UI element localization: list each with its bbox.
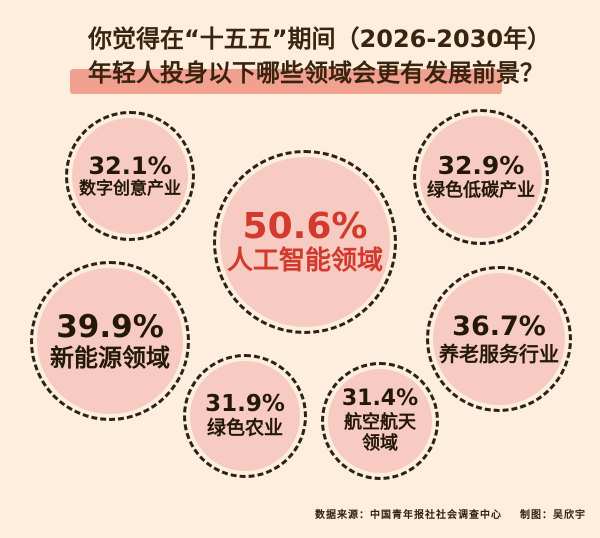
bubble-new-energy-percent: 39.9% <box>56 308 164 345</box>
bubble-ai-field: 50.6% 人工智能领域 <box>213 150 397 334</box>
credit-label: 制图：吴欣宇 <box>520 510 586 521</box>
bubble-ai-label: 人工智能领域 <box>226 246 383 277</box>
bubble-aerospace-field: 31.4% 航空航天 领域 <box>321 362 439 480</box>
bubble-new-energy-label: 新能源领域 <box>50 343 170 372</box>
bubble-green-low-carbon-industry: 32.9% 绿色低碳产业 <box>413 109 549 245</box>
title-highlight-bar <box>70 69 502 94</box>
bubble-digital-creative-percent: 32.1% <box>88 151 172 180</box>
bubble-elderly-care-service-industry: 36.7% 养老服务行业 <box>426 266 572 412</box>
bubble-green-agriculture-percent: 31.9% <box>205 390 285 417</box>
bubble-aerospace-label-line2: 领域 <box>362 433 398 455</box>
title-line-2: 年轻人投身以下哪些领域会更有发展前景？ <box>88 59 544 87</box>
bubble-digital-creative-industry: 32.1% 数字创意产业 <box>65 111 195 241</box>
footer-credits: 数据来源：中国青年报社社会调查中心 制图：吴欣宇 <box>315 506 586 521</box>
bubble-ai-percent: 50.6% <box>242 205 368 247</box>
bubble-aerospace-percent: 31.4% <box>341 386 419 412</box>
bubble-elderly-care-label: 养老服务行业 <box>439 341 559 366</box>
bubble-green-agriculture: 31.9% 绿色农业 <box>183 354 307 478</box>
title-line-1: 你觉得在“十五五”期间（2026-2030年） <box>88 25 552 53</box>
bubble-elderly-care-percent: 36.7% <box>452 311 546 343</box>
bubble-digital-creative-label: 数字创意产业 <box>79 179 181 199</box>
bubble-green-low-carbon-label: 绿色低碳产业 <box>427 179 535 201</box>
bubble-new-energy-field: 39.9% 新能源领域 <box>30 261 190 421</box>
bubble-green-low-carbon-percent: 32.9% <box>437 151 525 181</box>
bubble-aerospace-label-line1: 航空航天 <box>344 411 416 433</box>
bubble-green-agriculture-label: 绿色农业 <box>206 417 283 440</box>
data-source-label: 数据来源：中国青年报社社会调查中心 <box>315 510 502 521</box>
